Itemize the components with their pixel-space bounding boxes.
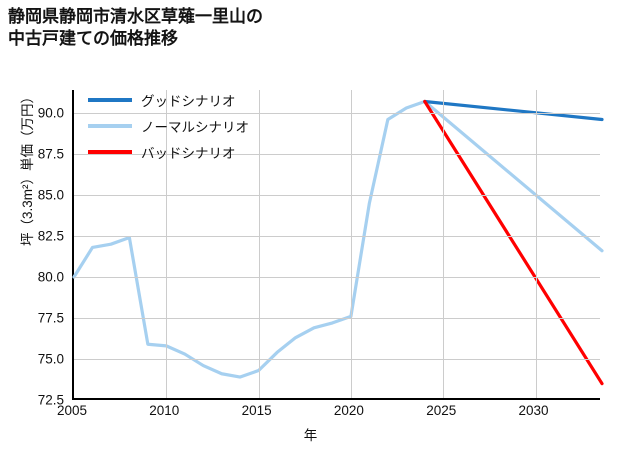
legend-item-label: バッドシナリオ — [141, 146, 236, 161]
legend-color-swatch — [88, 124, 132, 128]
chart-legend: グッドシナリオ ノーマルシナリオ バッドシナリオ — [88, 92, 249, 161]
x-axis-tick-label: 2030 — [518, 403, 549, 418]
y-axis-tick-label: 80.0 — [37, 269, 64, 285]
gridline-horizontal — [74, 194, 600, 196]
gridline-vertical — [166, 90, 168, 398]
y-axis-tick-label: 77.5 — [37, 310, 64, 326]
gridline-vertical — [258, 90, 260, 398]
y-axis-tick-label: 82.5 — [37, 228, 64, 244]
gridline-horizontal — [74, 112, 600, 114]
y-axis-label: 坪（3.3m²）単価（万円） — [20, 90, 35, 247]
y-axis-tick-label: 75.0 — [37, 351, 64, 367]
gridline-horizontal — [74, 276, 600, 278]
page-title: 静岡県静岡市清水区草薙一里山の 中古戸建ての価格推移 — [8, 7, 263, 49]
legend-item-label: グッドシナリオ — [141, 94, 236, 109]
series-line — [423, 99, 604, 122]
y-axis-tick-label: 87.5 — [37, 146, 64, 162]
legend-item[interactable]: グッドシナリオ — [88, 92, 249, 109]
series-line — [423, 99, 604, 386]
x-axis-tick-label: 2025 — [426, 403, 457, 418]
legend-color-swatch — [88, 98, 132, 102]
legend-color-swatch — [88, 150, 132, 154]
legend-item[interactable]: ノーマルシナリオ — [88, 118, 249, 135]
gridline-vertical — [443, 90, 445, 398]
y-axis-tick-label: 72.5 — [37, 392, 64, 408]
gridline-vertical — [535, 90, 537, 398]
x-axis-tick-label: 2010 — [149, 403, 180, 418]
gridline-horizontal — [74, 235, 600, 237]
plot-area — [72, 90, 604, 400]
x-axis-tick-label: 2005 — [56, 403, 88, 418]
legend-item-label: ノーマルシナリオ — [141, 120, 249, 135]
x-axis-label: 年 — [303, 428, 318, 443]
gridline-vertical — [350, 90, 352, 398]
legend-item[interactable]: バッドシナリオ — [88, 144, 249, 161]
gridline-horizontal — [74, 358, 600, 360]
gridline-horizontal — [74, 153, 600, 155]
gridline-horizontal — [74, 317, 600, 319]
x-axis-tick-label: 2020 — [333, 403, 364, 418]
x-axis-tick-label: 2015 — [241, 403, 272, 418]
y-axis-tick-label: 85.0 — [37, 187, 64, 203]
y-axis-tick-label: 90.0 — [37, 105, 64, 121]
